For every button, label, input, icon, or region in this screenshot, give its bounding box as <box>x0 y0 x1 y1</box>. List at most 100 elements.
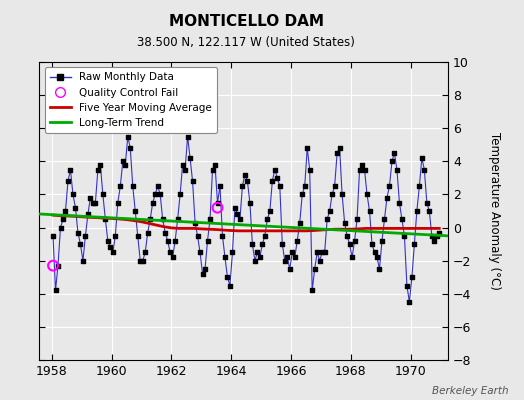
Point <box>213 200 222 206</box>
Point <box>415 183 423 189</box>
Legend: Raw Monthly Data, Quality Control Fail, Five Year Moving Average, Long-Term Tren: Raw Monthly Data, Quality Control Fail, … <box>45 67 217 133</box>
Point <box>380 216 389 222</box>
Point <box>420 166 429 173</box>
Point <box>144 229 152 236</box>
Text: Berkeley Earth: Berkeley Earth <box>432 386 508 396</box>
Point <box>405 299 413 305</box>
Point <box>146 216 155 222</box>
Point <box>114 200 122 206</box>
Point <box>148 200 157 206</box>
Point <box>203 238 212 244</box>
Point <box>108 249 117 256</box>
Point <box>365 208 374 214</box>
Point <box>358 162 366 168</box>
Point <box>94 166 102 173</box>
Point <box>353 216 361 222</box>
Point <box>246 200 254 206</box>
Point <box>178 162 187 168</box>
Point <box>293 238 301 244</box>
Point <box>341 219 349 226</box>
Point <box>104 238 112 244</box>
Point <box>96 162 105 168</box>
Point <box>59 216 67 222</box>
Point <box>101 216 110 222</box>
Point <box>258 241 267 247</box>
Point <box>166 249 174 256</box>
Point <box>325 208 334 214</box>
Point <box>335 145 344 151</box>
Point <box>54 262 62 269</box>
Point <box>410 241 419 247</box>
Point <box>134 233 142 239</box>
Point <box>124 133 132 140</box>
Point <box>121 162 129 168</box>
Point <box>276 183 284 189</box>
Point <box>333 150 341 156</box>
Point <box>281 258 289 264</box>
Point <box>183 133 192 140</box>
Point <box>378 238 386 244</box>
Point <box>138 258 147 264</box>
Point <box>253 249 261 256</box>
Point <box>400 233 409 239</box>
Point <box>163 238 172 244</box>
Point <box>209 166 217 173</box>
Point <box>385 183 394 189</box>
Point <box>288 249 297 256</box>
Point <box>338 191 346 198</box>
Point <box>433 233 441 239</box>
Point <box>388 158 396 164</box>
Point <box>375 266 384 272</box>
Point <box>273 175 281 181</box>
Text: 38.500 N, 122.117 W (United States): 38.500 N, 122.117 W (United States) <box>137 36 355 49</box>
Point <box>298 191 307 198</box>
Point <box>395 200 403 206</box>
Point <box>331 183 339 189</box>
Point <box>270 166 279 173</box>
Point <box>355 166 364 173</box>
Point <box>311 266 319 272</box>
Point <box>283 254 291 260</box>
Point <box>291 254 299 260</box>
Point <box>186 155 194 161</box>
Point <box>86 194 95 201</box>
Text: MONTICELLO DAM: MONTICELLO DAM <box>169 14 324 29</box>
Point <box>173 216 182 222</box>
Point <box>348 254 356 260</box>
Point <box>111 233 119 239</box>
Point <box>351 238 359 244</box>
Point <box>301 183 309 189</box>
Point <box>373 254 381 260</box>
Point <box>81 233 90 239</box>
Point <box>56 224 64 231</box>
Point <box>248 241 257 247</box>
Point <box>171 238 179 244</box>
Point <box>201 266 209 272</box>
Point <box>398 216 406 222</box>
Point <box>193 233 202 239</box>
Point <box>345 241 354 247</box>
Point <box>168 254 177 260</box>
Point <box>161 229 169 236</box>
Point <box>213 204 222 211</box>
Point <box>233 211 242 218</box>
Point <box>223 274 232 280</box>
Point <box>260 233 269 239</box>
Point <box>318 249 326 256</box>
Point <box>69 191 77 198</box>
Point <box>228 249 237 256</box>
Point <box>128 183 137 189</box>
Point <box>79 258 87 264</box>
Point <box>238 183 247 189</box>
Point <box>191 219 199 226</box>
Point <box>49 233 57 239</box>
Point <box>393 166 401 173</box>
Point <box>305 166 314 173</box>
Point <box>413 208 421 214</box>
Point <box>390 150 399 156</box>
Point <box>241 171 249 178</box>
Point <box>91 200 100 206</box>
Point <box>84 211 92 218</box>
Point <box>236 216 244 222</box>
Point <box>286 266 294 272</box>
